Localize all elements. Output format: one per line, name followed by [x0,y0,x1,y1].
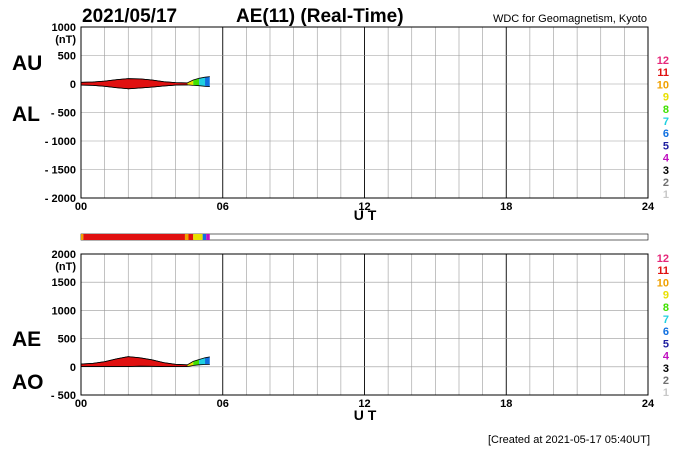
series-line-ae [80,356,210,366]
station-count-label: 3 [663,165,669,177]
recent-index-segment [199,77,206,87]
x-tick-label: 24 [642,398,655,410]
station-count-label: 5 [663,140,669,152]
coverage-segment [202,234,207,240]
station-count-label: 12 [657,253,669,265]
y-unit-label: (nT) [55,261,76,273]
station-count-label: 7 [663,314,669,326]
coverage-segment [81,234,84,240]
station-count-label: 9 [663,290,669,302]
x-tick-label: 18 [500,398,512,410]
x-tick-label: 00 [75,398,87,410]
station-count-label: 2 [663,177,669,189]
y-tick-label: 2000 [52,249,76,261]
x-tick-label: 12 [358,398,370,410]
coverage-segment [206,234,210,240]
station-coverage-bar [80,233,649,241]
panel-label-al: AL [12,103,40,126]
index-fill-area [80,78,188,90]
y-unit-label: (nT) [55,34,76,46]
y-tick-label: - 500 [51,390,76,402]
au-al-panel: AU AL (nT) U T 1000 500 0 - 500 - 1000 - 1500… [12,22,655,223]
y-tick-label: 500 [58,334,76,346]
y-tick-label: - 1000 [45,136,76,148]
station-count-label: 6 [663,128,669,140]
recent-index-segment [205,356,210,365]
x-tick-label: 06 [217,398,229,410]
station-count-label: 8 [663,302,669,314]
series-line-au [80,76,210,84]
station-count-label: 10 [657,79,669,91]
y-tick-label: - 500 [51,108,76,120]
station-count-label: 8 [663,104,669,116]
station-count-label: 9 [663,92,669,104]
y-tick-label: - 2000 [45,193,76,205]
x-tick-label: 12 [358,201,370,213]
chart-date: 2021/05/17 [82,6,177,27]
index-fill-area [80,356,188,367]
series-line-ao [81,364,210,368]
station-count-label: 6 [663,326,669,338]
y-tick-label: 1500 [52,277,76,289]
station-count-label: 12 [657,55,669,67]
plot-frame [80,26,649,199]
coverage-segment [184,234,189,240]
coverage-segment [188,234,194,240]
panel-label-ao: AO [12,371,44,394]
panel-label-ae: AE [12,328,41,351]
x-tick-label: 24 [642,201,655,213]
data-source: WDC for Geomagnetism, Kyoto [493,13,647,25]
recent-index-segment [205,76,210,87]
series-line-al [80,84,210,90]
x-tick-label: 06 [217,201,229,213]
y-tick-label: 500 [58,51,76,63]
coverage-segment [83,234,185,240]
recent-index-segment [199,357,206,365]
x-axis-label: U T [354,407,377,423]
coverage-segment [193,234,203,240]
panel-label-au: AU [12,52,42,75]
station-count-label: 10 [657,277,669,289]
x-axis-label: U T [354,207,377,223]
y-tick-label: 1000 [52,22,76,34]
y-tick-label: 1000 [52,305,76,317]
plot-frame [80,253,649,396]
created-timestamp: [Created at 2021-05-17 05:40UT] [488,434,650,446]
station-count-label: 7 [663,116,669,128]
station-count-label: 4 [663,351,670,363]
y-tick-label: 0 [70,362,76,374]
station-count-label: 5 [663,338,669,350]
x-tick-label: 18 [500,201,512,213]
station-count-label: 4 [663,153,670,165]
chart-title: AE(11) (Real-Time) [236,6,404,27]
station-count-label: 1 [663,387,669,399]
station-count-label: 11 [657,265,669,277]
y-tick-label: - 1500 [45,165,76,177]
y-tick-label: 0 [70,79,76,91]
x-tick-label: 00 [75,201,87,213]
recent-index-segment [187,80,194,86]
station-count-label: 1 [663,189,669,201]
station-count-label: 3 [663,363,669,375]
recent-index-segment [193,78,200,86]
station-count-label: 11 [657,67,669,79]
recent-index-segment [187,361,194,367]
station-count-label: 2 [663,375,669,387]
